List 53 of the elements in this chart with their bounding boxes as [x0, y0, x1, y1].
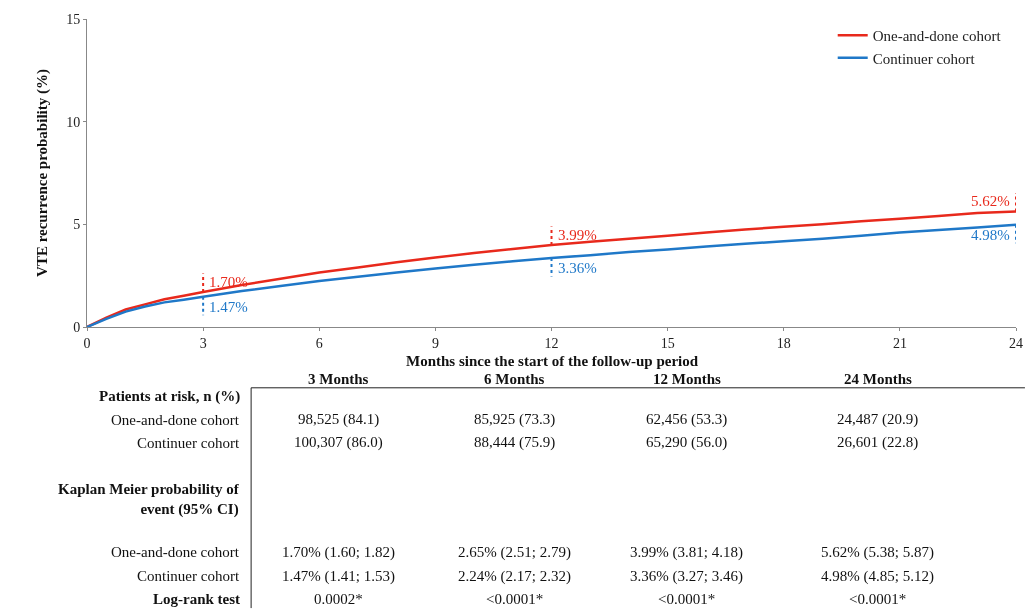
x-tick-label: 0 — [83, 335, 91, 351]
text: 4.98% (4.85; 5.12) — [821, 568, 934, 585]
x-tick-label: 21 — [892, 335, 907, 351]
y-tick-label: 0 — [73, 319, 81, 335]
y-tick-label: 10 — [66, 114, 81, 130]
text: 2.24% (2.17; 2.32) — [458, 568, 571, 585]
x-tick-label: 6 — [315, 335, 323, 351]
text: 6 Months — [484, 371, 545, 387]
x-tick-label: 3 — [199, 335, 207, 351]
text: One-and-done cohort — [111, 544, 240, 560]
text: 24,487 (20.9) — [837, 411, 919, 428]
text: 98,525 (84.1) — [298, 411, 380, 428]
annotation: 4.98% — [971, 227, 1010, 243]
text: Continuer cohort — [137, 435, 240, 451]
legend-label: One-and-done cohort — [872, 28, 1002, 45]
text: One-and-done cohort — [111, 412, 240, 428]
annotation: 1.47% — [209, 299, 248, 315]
y-tick-label: 5 — [73, 217, 81, 233]
text: 3.99% (3.81; 4.18) — [630, 544, 743, 561]
text: 85,925 (73.3) — [474, 411, 556, 428]
text: 1.70% (1.60; 1.82) — [282, 544, 395, 561]
x-axis-title: Months since the start of the follow-up period — [406, 353, 699, 369]
text: 88,444 (75.9) — [474, 434, 556, 451]
annotation: 5.62% — [971, 193, 1010, 209]
text: Continuer cohort — [137, 568, 240, 584]
x-tick-label: 24 — [1009, 335, 1023, 351]
y-tick-label: 15 — [66, 11, 81, 27]
text: 26,601 (22.8) — [837, 434, 919, 451]
text: 24 Months — [844, 371, 913, 387]
text: Patients at risk, n (%) — [99, 388, 241, 405]
text: 1.47% (1.41; 1.53) — [282, 568, 395, 585]
legend-label: Continuer cohort — [872, 50, 976, 67]
x-tick-label: 12 — [544, 335, 559, 351]
text: 0.0002* — [314, 591, 363, 607]
text: 2.65% (2.51; 2.79) — [458, 544, 571, 561]
y-axis-title: VTE recurrence probability (%) — [34, 69, 52, 277]
text: 62,456 (53.3) — [646, 411, 728, 428]
x-tick-label: 9 — [431, 335, 439, 351]
text: 5.62% (5.38; 5.87) — [821, 544, 934, 561]
text: Log-rank test — [153, 591, 241, 607]
text: 65,290 (56.0) — [646, 434, 728, 451]
x-tick-label: 18 — [776, 335, 791, 351]
text: <0.0001* — [849, 591, 907, 607]
text: <0.0001* — [486, 591, 544, 607]
text: <0.0001* — [658, 591, 716, 607]
annotation: 3.99% — [558, 227, 597, 243]
text: 3.36% (3.27; 3.46) — [630, 568, 743, 585]
text: 100,307 (86.0) — [294, 434, 383, 451]
text: 12 Months — [653, 371, 722, 387]
text: Kaplan Meier probability of event (95% CI) — [58, 481, 240, 518]
text: 3 Months — [308, 371, 369, 387]
x-tick-label: 15 — [660, 335, 675, 351]
annotation: 3.36% — [558, 260, 597, 276]
